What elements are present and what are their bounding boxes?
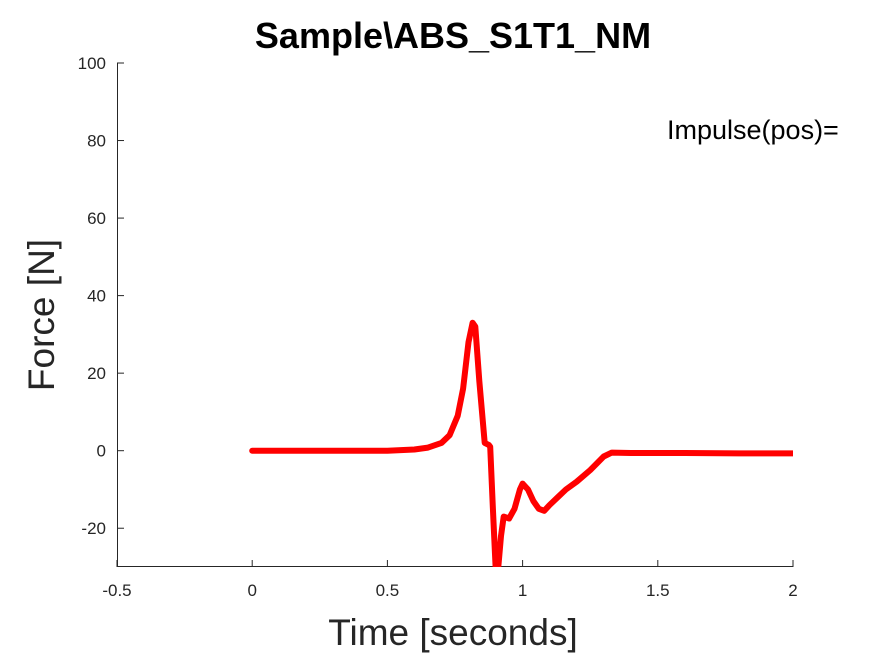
y-tick-label: -20	[81, 519, 106, 538]
series-line-force	[249, 319, 793, 567]
x-axis-label: Time [seconds]	[328, 612, 578, 653]
y-axis: -20 0 20 40 60 80 100	[78, 54, 124, 567]
x-tick-label: 0.5	[376, 581, 400, 600]
y-tick-label: 100	[78, 54, 106, 73]
series-layer	[249, 319, 793, 567]
y-tick-label: 0	[97, 442, 106, 461]
x-tick-label: 2	[788, 581, 797, 600]
impulse-annotation: Impulse(pos)=	[667, 115, 839, 145]
x-tick-label: 1	[518, 581, 527, 600]
x-tick-label: 1.5	[646, 581, 670, 600]
chart-title: Sample\ABS_S1T1_NM	[255, 15, 651, 56]
x-tick-label: 0	[247, 581, 256, 600]
y-tick-label: 60	[87, 209, 106, 228]
y-tick-label: 40	[87, 287, 106, 306]
y-tick-label: 80	[87, 132, 106, 151]
y-tick-label: 20	[87, 364, 106, 383]
y-axis-label: Force [N]	[21, 239, 62, 391]
x-axis: -0.5 0 0.5 1 1.5 2	[102, 560, 798, 600]
x-tick-label: -0.5	[102, 581, 131, 600]
